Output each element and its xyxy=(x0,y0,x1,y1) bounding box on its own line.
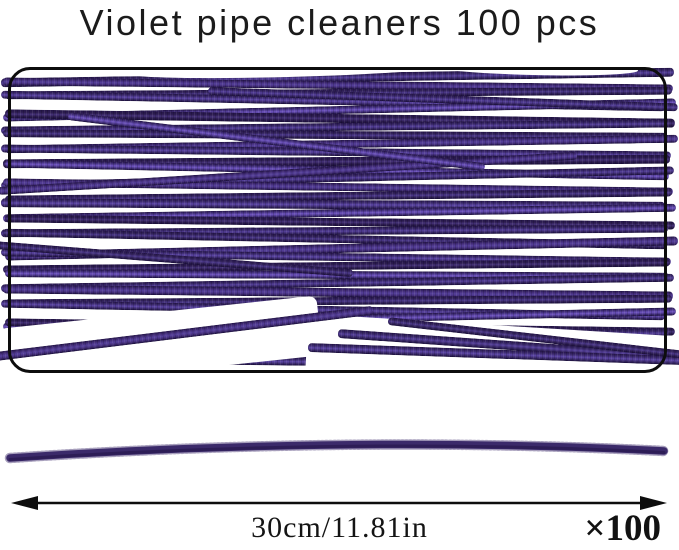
length-label: 30cm/11.81in xyxy=(251,511,428,544)
product-photo xyxy=(0,57,679,397)
measurement-arrow-icon xyxy=(11,496,667,510)
pipe-cleaners-bundle-photo xyxy=(0,57,679,397)
page-title: Violet pipe cleaners 100 pcs xyxy=(79,2,600,43)
quantity-label: ×100 xyxy=(584,508,661,549)
single-pipe-cleaner-image xyxy=(4,439,670,464)
